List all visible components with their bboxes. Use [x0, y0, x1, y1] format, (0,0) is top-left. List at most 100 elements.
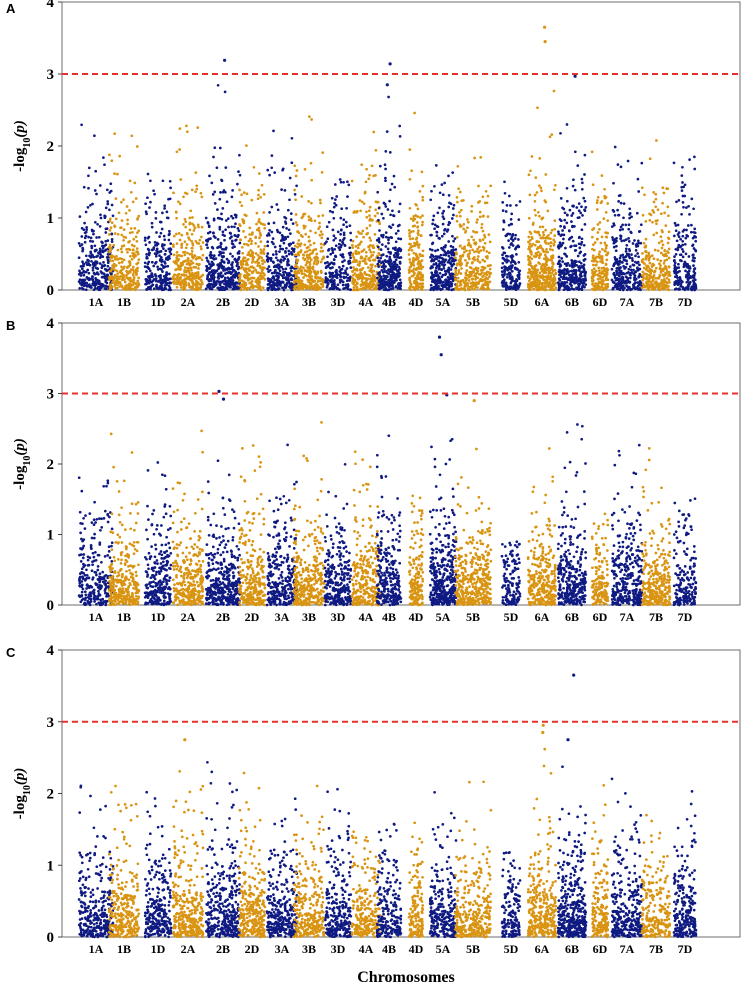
- data-point: [181, 250, 185, 254]
- data-point: [132, 270, 136, 274]
- data-point: [318, 198, 322, 202]
- data-point: [184, 220, 188, 224]
- data-point: [259, 195, 263, 199]
- data-point: [233, 213, 237, 217]
- data-point: [411, 224, 415, 228]
- data-point: [337, 242, 341, 246]
- data-point: [580, 205, 583, 209]
- data-point: [302, 272, 306, 276]
- data-point: [584, 277, 587, 280]
- data-point: [455, 235, 459, 239]
- data-point: [106, 258, 110, 262]
- data-point: [481, 245, 485, 249]
- data-point: [168, 197, 172, 201]
- data-point: [470, 278, 474, 281]
- data-point: [596, 223, 600, 226]
- data-point: [266, 244, 270, 248]
- data-point: [604, 211, 608, 214]
- data-point: [249, 265, 252, 269]
- data-point: [187, 236, 190, 239]
- data-point: [458, 244, 462, 248]
- data-point: [534, 176, 538, 179]
- data-point: [552, 188, 556, 192]
- data-point: [332, 262, 336, 266]
- data-point: [348, 224, 352, 228]
- data-point: [447, 223, 450, 227]
- data-point: [334, 254, 337, 258]
- data-point: [108, 217, 112, 221]
- data-point: [583, 153, 587, 157]
- data-point: [446, 251, 450, 255]
- data-point: [185, 124, 188, 128]
- data-point: [481, 215, 485, 218]
- data-point: [162, 288, 166, 292]
- data-point: [415, 203, 418, 207]
- data-point: [229, 232, 233, 235]
- data-point: [114, 286, 118, 290]
- data-point: [421, 220, 424, 224]
- data-point: [511, 279, 515, 283]
- data-point: [399, 237, 403, 241]
- data-point: [260, 269, 264, 273]
- data-point: [146, 247, 150, 251]
- data-point: [300, 270, 304, 273]
- data-point: [288, 198, 291, 202]
- data-point: [97, 235, 101, 239]
- data-point: [541, 249, 545, 253]
- data-point: [447, 254, 451, 258]
- data-point: [358, 243, 361, 246]
- data-point: [432, 259, 436, 263]
- data-point: [535, 240, 539, 244]
- data-point: [300, 272, 304, 276]
- data-point: [122, 228, 126, 231]
- data-point: [217, 272, 221, 276]
- data-point: [462, 247, 466, 251]
- data-point: [84, 210, 88, 214]
- data-point: [488, 267, 492, 271]
- data-point: [533, 269, 537, 273]
- data-point: [272, 284, 276, 288]
- data-point: [605, 244, 609, 247]
- data-point: [232, 282, 236, 286]
- data-point: [413, 287, 417, 290]
- data-point: [364, 180, 368, 184]
- data-point: [190, 253, 194, 256]
- data-point: [120, 261, 124, 264]
- data-point: [452, 239, 455, 243]
- data-point: [290, 253, 294, 256]
- data-point: [272, 265, 276, 269]
- data-point: [96, 279, 99, 283]
- data-point: [476, 255, 480, 258]
- data-point: [187, 267, 190, 270]
- data-point: [604, 267, 608, 271]
- data-point: [152, 287, 156, 291]
- data-point: [125, 248, 128, 251]
- data-point: [592, 227, 596, 230]
- data-point: [200, 225, 204, 229]
- data-point: [458, 211, 461, 214]
- data-point: [237, 170, 240, 173]
- data-point: [372, 174, 375, 178]
- data-point: [467, 257, 471, 261]
- data-point: [92, 261, 95, 265]
- data-point: [91, 266, 95, 270]
- data-point: [397, 282, 400, 286]
- data-point: [258, 284, 262, 288]
- data-point: [149, 200, 152, 204]
- data-point: [329, 266, 333, 270]
- data-point: [543, 253, 547, 257]
- data-point: [106, 273, 110, 277]
- data-point: [209, 237, 212, 240]
- data-point: [155, 231, 158, 234]
- data-point: [87, 277, 91, 280]
- data-point: [99, 213, 102, 217]
- data-point: [223, 276, 227, 280]
- data-point: [206, 274, 210, 277]
- data-point: [557, 270, 561, 274]
- data-point: [91, 277, 94, 281]
- data-point: [135, 247, 139, 250]
- data-point: [159, 231, 163, 235]
- data-point: [99, 250, 103, 254]
- data-point: [557, 246, 561, 250]
- data-point: [389, 275, 393, 278]
